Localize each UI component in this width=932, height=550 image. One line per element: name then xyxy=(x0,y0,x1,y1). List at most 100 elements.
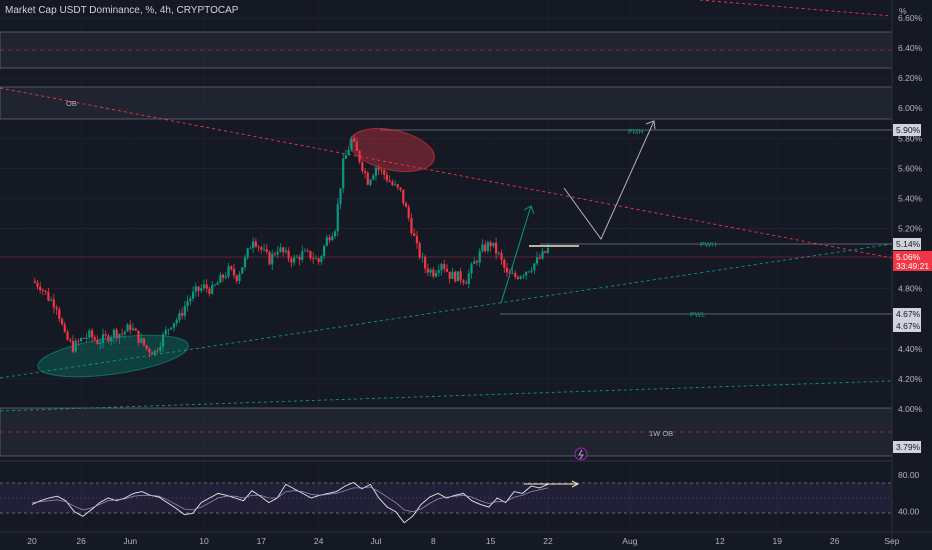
x-tick-label: 26 xyxy=(830,536,840,546)
candle-body xyxy=(333,231,337,237)
candle-body xyxy=(301,251,304,260)
rsi-divergence-arrow xyxy=(571,480,580,488)
candle-body xyxy=(50,299,53,301)
candle-body xyxy=(241,267,244,274)
candle-body xyxy=(104,334,107,336)
rsi-line-0 xyxy=(31,481,549,524)
x-tick-label: 19 xyxy=(773,536,783,546)
candle-body xyxy=(66,331,69,340)
projection-arrow xyxy=(563,120,655,240)
candle-body xyxy=(290,258,293,263)
y-tick-label: 4.00% xyxy=(898,404,923,414)
candle-body xyxy=(385,174,388,181)
y-tick-label: 4.40% xyxy=(898,344,923,354)
candle-body xyxy=(172,323,176,328)
candle-body xyxy=(437,270,440,273)
candle-body xyxy=(107,335,110,342)
candle-body xyxy=(216,282,219,285)
bullish-arrow xyxy=(500,205,532,304)
price-axis[interactable] xyxy=(892,0,932,550)
candle-body xyxy=(189,298,192,302)
candle-body xyxy=(186,301,189,307)
candle-body xyxy=(232,269,236,276)
candle-body xyxy=(112,329,115,338)
ob-zone-bottom xyxy=(0,407,893,457)
candle-body xyxy=(495,242,498,254)
pmh-label: PMH xyxy=(628,129,644,136)
candle-body xyxy=(282,247,285,253)
candle-body xyxy=(402,189,405,204)
candle-body xyxy=(88,330,91,338)
candle-body xyxy=(153,350,156,355)
candle-body xyxy=(503,259,506,268)
x-tick-label: 12 xyxy=(715,536,725,546)
candle-body xyxy=(363,171,367,174)
candle-body xyxy=(426,268,429,273)
candle-body xyxy=(36,282,39,287)
candle-body xyxy=(538,257,541,259)
pwh-tag-text: 5.14% xyxy=(896,239,921,249)
candle-body xyxy=(380,169,383,171)
candle-body xyxy=(514,273,517,277)
x-tick-label: 10 xyxy=(199,536,209,546)
bullish-arrow-head xyxy=(523,205,535,215)
candle-body xyxy=(58,309,61,319)
candle-body xyxy=(292,257,296,263)
lightning-icon-glyph xyxy=(578,449,584,460)
ob-bottom-label: 1W OB xyxy=(649,429,673,438)
y-tick-label: 5.20% xyxy=(898,223,923,233)
candle-body xyxy=(41,290,45,291)
pwh-tag xyxy=(893,238,921,250)
candle-body xyxy=(440,264,443,271)
candle-body xyxy=(497,252,500,254)
candle-body xyxy=(317,258,320,262)
x-tick-label: Aug xyxy=(622,536,637,546)
candlesticks xyxy=(33,134,550,358)
candle-body xyxy=(309,250,312,259)
candle-body xyxy=(424,256,427,269)
candle-body xyxy=(90,330,94,338)
candle-body xyxy=(328,237,331,241)
candle-body xyxy=(170,327,173,330)
candle-body xyxy=(530,270,533,272)
candle-body xyxy=(191,291,195,299)
candle-body xyxy=(374,167,378,176)
lightning-icon[interactable] xyxy=(574,447,588,461)
candle-body xyxy=(115,329,118,338)
x-tick-label: 17 xyxy=(257,536,267,546)
lower-ascending-trendline xyxy=(0,380,893,412)
ob-top-label: OB xyxy=(66,99,77,108)
candle-body xyxy=(448,271,451,279)
candle-body xyxy=(213,284,217,286)
candle-body xyxy=(219,274,222,283)
candle-body xyxy=(279,247,282,252)
candle-body xyxy=(459,271,462,281)
candle-body xyxy=(298,256,301,260)
candle-body xyxy=(77,340,80,342)
candle-body xyxy=(473,261,476,264)
candle-body xyxy=(254,241,257,247)
candle-body xyxy=(467,273,470,284)
candle-body xyxy=(533,263,536,271)
rsi-tick-label: 80.00 xyxy=(898,470,920,480)
candle-body xyxy=(383,170,386,175)
candle-body xyxy=(295,256,298,258)
candle-body xyxy=(273,253,277,255)
candle-body xyxy=(312,258,315,260)
candle-body xyxy=(69,339,72,341)
y-tick-label: 5.80% xyxy=(898,133,923,143)
candle-body xyxy=(271,253,274,265)
candle-body xyxy=(519,276,522,279)
candle-body xyxy=(175,319,178,324)
candle-body xyxy=(249,247,252,249)
candle-body xyxy=(478,251,481,263)
candle-body xyxy=(391,181,394,185)
candle-body xyxy=(161,334,165,347)
time-axis-ticks[interactable]: 2026Jun101724Jul81522Aug121926Sep9 xyxy=(27,536,932,546)
candle-body xyxy=(353,138,356,142)
pwl-tag-b xyxy=(893,320,921,332)
ob-low-tag xyxy=(893,441,921,453)
candle-body xyxy=(404,203,408,208)
pmh-tag-text: 5.90% xyxy=(896,125,921,135)
